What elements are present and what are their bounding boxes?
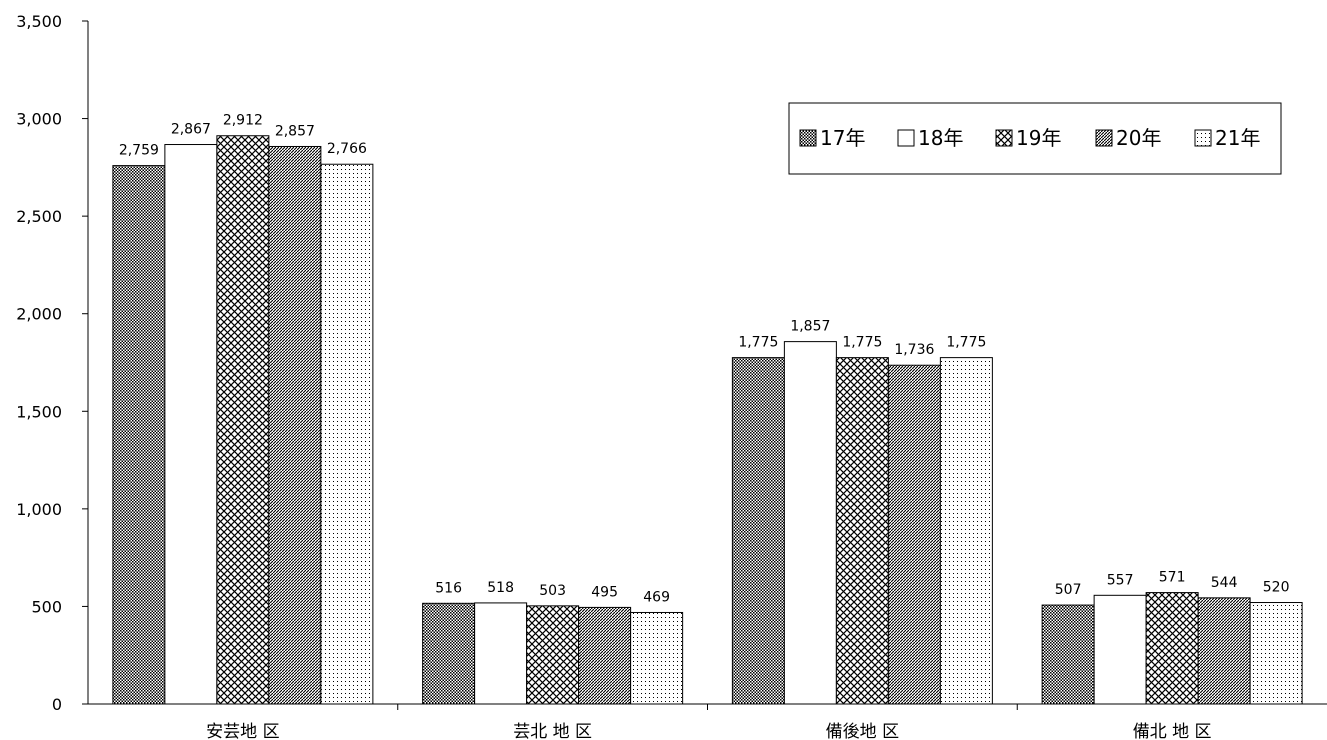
data-label: 2,857 [275,123,315,139]
legend-swatch [995,129,1013,147]
y-tick-label: 2,000 [16,305,62,324]
legend-swatch [1095,129,1113,147]
bar-21年-0 [320,163,374,705]
bar-17年-2 [731,357,785,705]
data-label: 507 [1055,582,1082,598]
bar-21年-2 [939,357,993,705]
y-tick-label: 1,000 [16,500,62,519]
data-label: 2,766 [327,141,367,157]
y-tick-label: 2,500 [16,207,62,226]
y-tick-label: 3,500 [16,12,62,31]
legend-label: 20年 [1116,126,1161,150]
legend-label: 18年 [918,126,963,150]
y-tick-label: 1,500 [16,402,62,421]
legend-swatch [799,129,817,147]
data-label: 1,775 [842,335,882,351]
legend-label: 17年 [820,126,865,150]
data-label: 544 [1211,575,1238,591]
data-label: 2,867 [171,122,211,138]
bar-20年-0 [268,145,322,705]
y-axis-ticks: 0 500 1,000 1,500 2,000 2,500 3,000 3,500 [16,12,88,714]
bars [112,135,1303,705]
y-tick-label: 0 [52,695,62,714]
data-label: 1,775 [738,335,778,351]
data-labels: 2,759 2,867 2,912 2,857 2,766 516 518 503 495 469… [119,113,1290,606]
category-label: 芸北 地 区 [513,722,592,740]
category-label: 安芸地 区 [206,722,279,740]
legend-swatch [1194,129,1212,147]
bar-20年-2 [887,364,941,705]
category-label: 備後地 区 [826,722,899,740]
data-label: 571 [1159,570,1186,586]
bar-18年-2 [783,341,837,705]
bar-21年-3 [1249,602,1303,705]
bar-19年-2 [835,357,889,705]
data-label: 557 [1107,572,1134,588]
y-tick-label: 3,000 [16,110,62,129]
legend-frame [788,102,1282,175]
bar-18年-0 [164,144,218,705]
bar-18年-3 [1093,594,1147,705]
data-label: 469 [643,589,670,605]
data-label: 516 [435,580,462,596]
bar-21年-1 [630,611,684,705]
bar-20年-3 [1197,597,1251,705]
bar-17年-1 [422,602,476,705]
data-label: 1,775 [946,335,986,351]
data-label: 503 [539,583,566,599]
legend-swatch [897,129,915,147]
bar-19年-1 [526,605,580,705]
data-label: 2,912 [223,113,263,129]
data-label: 495 [591,584,618,600]
data-label: 520 [1263,580,1290,596]
y-tick-label: 500 [31,597,62,616]
data-label: 1,736 [894,342,934,358]
data-label: 1,857 [790,319,830,335]
category-labels: 安芸地 区 芸北 地 区 備後地 区 備北 地 区 [206,722,1211,740]
category-label: 備北 地 区 [1133,722,1212,740]
bar-19年-3 [1145,592,1199,705]
bar-19年-0 [216,135,270,705]
bar-20年-1 [578,606,632,705]
legend: 17年 18年 19年 20年 21年 [788,102,1282,175]
bar-17年-3 [1041,604,1095,705]
data-label: 2,759 [119,143,159,159]
data-label: 518 [487,580,514,596]
legend-label: 21年 [1215,126,1260,150]
bar-17年-0 [112,165,166,705]
bar-18年-1 [474,602,528,705]
legend-label: 19年 [1016,126,1061,150]
